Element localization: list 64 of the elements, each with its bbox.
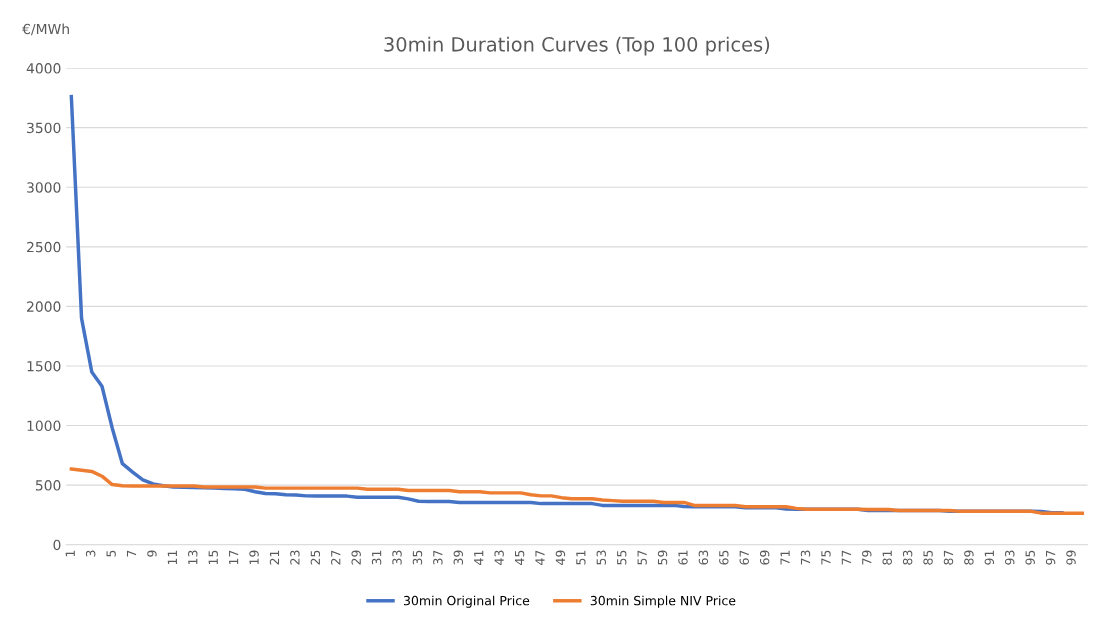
x-tick-label: 79: [862, 550, 872, 565]
x-tick-label: 13: [188, 550, 198, 565]
x-tick-label: 25: [310, 550, 321, 565]
x-tick-label: 57: [637, 550, 647, 565]
x-tick-label: 95: [1025, 550, 1035, 565]
y-tick-label: 4000: [26, 63, 61, 74]
line-series: [69, 467, 1085, 515]
x-tick-label: 47: [535, 550, 545, 565]
y-axis-title: €/MWh: [22, 23, 69, 36]
chart-title: 30min Duration Curves (Top 100 prices): [384, 36, 770, 56]
x-tick-label: 29: [351, 550, 361, 565]
x-tick-label: 21: [269, 550, 280, 565]
x-tick-label: 41: [474, 550, 484, 565]
x-tick-label: 73: [800, 550, 811, 565]
x-tick-label: 11: [167, 550, 177, 565]
y-tick-label: 2500: [27, 241, 61, 253]
x-tick-label: 33: [392, 550, 402, 565]
x-tick-label: 59: [657, 550, 668, 565]
x-tick-label: 35: [412, 550, 423, 565]
x-tick-label: 65: [719, 550, 729, 565]
y-tick-label: 1500: [27, 360, 61, 372]
x-tick-label: 69: [759, 550, 770, 565]
x-tick-label: 3: [85, 550, 96, 557]
x-tick-label: 87: [943, 550, 954, 565]
x-tick-label: 31: [371, 550, 382, 565]
y-tick-label: 3000: [27, 182, 61, 193]
x-tick-label: 5: [106, 550, 116, 557]
x-tick-label: 89: [964, 550, 974, 565]
x-tick-label: 49: [555, 550, 566, 565]
x-tick-label: 61: [678, 550, 688, 565]
x-tick-label: 97: [1045, 550, 1056, 565]
y-tick-label: 3500: [27, 122, 61, 134]
x-tick-label: 15: [208, 550, 218, 565]
x-tick-label: 75: [821, 550, 831, 565]
x-tick-label: 67: [739, 550, 749, 565]
x-tick-label: 17: [229, 550, 239, 565]
x-tick-label: 55: [617, 550, 627, 565]
y-tick-label: 500: [35, 480, 61, 491]
x-tick-label: 1: [65, 550, 75, 557]
x-tick-label: 43: [494, 550, 504, 565]
x-tick-label: 91: [984, 550, 995, 565]
x-tick-label: 23: [290, 550, 300, 565]
x-tick-label: 93: [1005, 550, 1015, 565]
x-tick-label: 63: [698, 550, 709, 565]
x-tick-label: 83: [902, 550, 913, 565]
x-tick-label: 19: [249, 550, 259, 565]
y-tick-label: 2000: [27, 301, 61, 312]
x-tick-label: 37: [433, 550, 443, 565]
legend-label: 30min Simple NIV Price: [590, 595, 736, 608]
x-tick-label: 53: [596, 550, 606, 565]
y-tick-label: 1000: [27, 420, 61, 432]
x-tick-label: 71: [780, 550, 790, 565]
x-tick-label: 7: [126, 550, 137, 557]
x-tick-label: 45: [515, 550, 525, 565]
x-tick-label: 85: [923, 550, 933, 565]
legend-label: 30min Original Price: [403, 595, 530, 608]
x-tick-label: 77: [841, 550, 851, 565]
x-tick-label: 39: [453, 550, 464, 565]
x-tick-label: 81: [882, 550, 892, 565]
y-tick-label: 0: [53, 539, 61, 551]
x-tick-label: 9: [147, 550, 157, 557]
x-tick-label: 51: [576, 550, 586, 565]
x-tick-label: 27: [331, 550, 341, 565]
x-tick-label: 99: [1066, 550, 1076, 565]
